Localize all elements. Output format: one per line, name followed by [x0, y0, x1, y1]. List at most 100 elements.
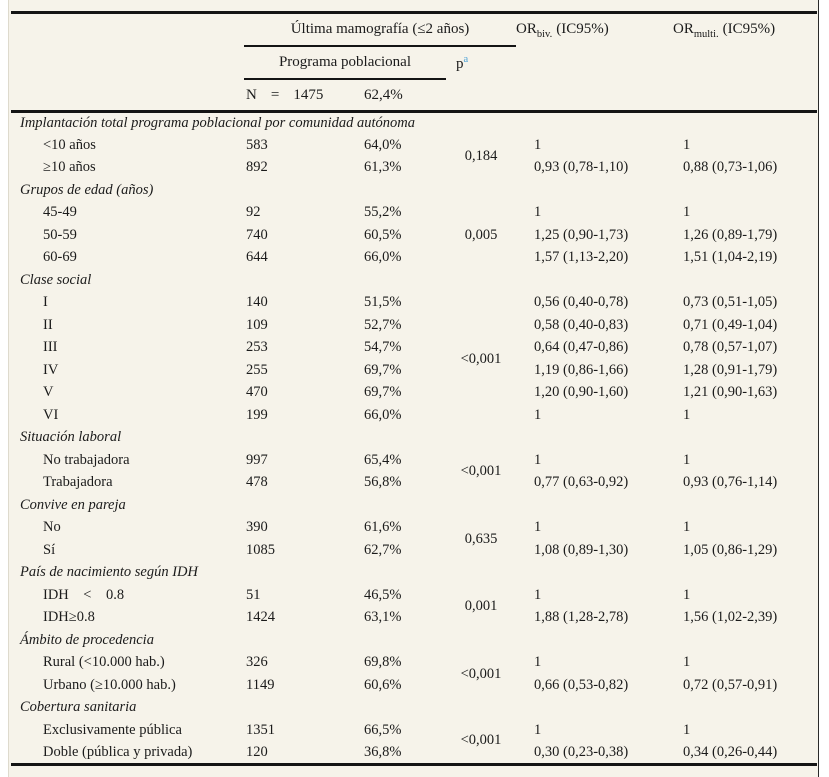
pct-cell: 61,3%: [364, 159, 402, 176]
or-biv-cell: 1: [534, 519, 542, 536]
or-biv-cell: 0,66 (0,53-0,82): [534, 676, 629, 693]
or-multi-cell: 1,26 (0,89-1,79): [683, 226, 778, 243]
pct-cell: 54,7%: [364, 339, 402, 356]
table-row: Exclusivamente pública 1351 66,5% <0,001 1 1: [11, 719, 817, 749]
n-cell: 326: [246, 654, 268, 671]
n-cell: 1085: [246, 541, 275, 558]
row-label: IDH < 0.8: [43, 586, 125, 603]
table-row: IDH≥0.8 1424 63,1% 1,88 (1,28-2,78) 1,56 (1,…: [11, 607, 817, 630]
pct-cell: 66,5%: [364, 721, 402, 738]
header-row-totals: N = 1475 62,4%: [11, 79, 817, 113]
or-biv-subscript: biv.: [536, 28, 553, 40]
footnote-marker-a: a: [463, 53, 469, 65]
group-header: Grupos de edad (años): [20, 181, 154, 198]
or-multi-subscript: multi.: [693, 28, 719, 40]
table-row: Trabajadora 478 56,8% 0,77 (0,63-0,92) 0,93 …: [11, 472, 817, 495]
column-header-p: pa: [446, 46, 516, 79]
n-cell: 140: [246, 294, 268, 311]
n-cell: 92: [246, 204, 261, 221]
or-biv-cell: 1: [534, 654, 542, 671]
n-cell: 470: [246, 384, 268, 401]
group-header: Convive en pareja: [20, 496, 126, 513]
table-row: Rural (<10.000 hab.) 326 69,8% <0,001 1 1: [11, 652, 817, 681]
table-row: Sí 1085 62,7% 1,08 (0,89-1,30) 1,05 (0,86-1,…: [11, 539, 817, 562]
pct-cell: 55,2%: [364, 204, 402, 221]
table-row: IV 255 69,7% 1,19 (0,86-1,66) 1,28 (0,91-1,7…: [11, 359, 817, 382]
row-label: Exclusivamente pública: [43, 721, 182, 738]
n-cell: 51: [246, 586, 261, 603]
n-cell: 644: [246, 249, 268, 266]
pct-cell: 61,6%: [364, 519, 402, 536]
or-biv-cell: 0,56 (0,40-0,78): [534, 294, 629, 311]
pct-cell: 51,5%: [364, 294, 402, 311]
row-label: ≥10 años: [43, 159, 96, 176]
p-value-cell: 0,001: [464, 598, 498, 614]
n-cell: 255: [246, 361, 268, 378]
column-header-or-biv: ORbiv. (IC95%): [516, 13, 673, 47]
table-row: <10 años 583 64,0% 0,184 1 1: [11, 134, 817, 164]
header-spacer: [516, 79, 673, 113]
or-biv-cell: 1,57 (1,13-2,20): [534, 249, 629, 266]
table-header: Última mamografía (≤2 años) ORbiv. (IC95%…: [11, 12, 817, 113]
n-cell: 120: [246, 743, 268, 760]
group-row: Implantación total programa poblacional …: [11, 112, 817, 135]
or-biv-ci-label: (IC95%): [556, 20, 609, 37]
or-biv-cell: 0,58 (0,40-0,83): [534, 316, 629, 333]
or-multi-cell: 1,28 (0,91-1,79): [683, 361, 778, 378]
pct-cell: 69,8%: [364, 654, 402, 671]
n-cell: 583: [246, 136, 268, 153]
total-n-value: 1475: [293, 86, 324, 103]
table-row: VI 199 66,0% 1 1: [11, 404, 817, 427]
header-label-spacer: [11, 79, 244, 113]
pct-cell: 46,5%: [364, 586, 402, 603]
pct-cell: 63,1%: [364, 609, 402, 626]
row-label: IV: [43, 361, 59, 378]
group-row: Clase social: [11, 269, 817, 292]
or-multi-cell: 1: [683, 519, 691, 536]
n-cell: 997: [246, 451, 268, 468]
or-biv-cell: 1,88 (1,28-2,78): [534, 609, 629, 626]
p-value-cell: <0,001: [460, 350, 502, 367]
header-row-spanner: Última mamografía (≤2 años) ORbiv. (IC95%…: [11, 12, 817, 47]
pct-cell: 66,0%: [364, 406, 402, 423]
or-biv-label: OR: [516, 20, 537, 37]
or-multi-cell: 0,88 (0,73-1,06): [683, 159, 778, 176]
or-multi-cell: 1,56 (1,02-2,39): [683, 609, 778, 626]
or-multi-cell: 1: [683, 451, 691, 468]
n-cell: 740: [246, 226, 268, 243]
group-header: Cobertura sanitaria: [20, 699, 137, 716]
n-cell: 199: [246, 406, 268, 423]
column-group-programa-poblacional: Programa poblacional: [244, 46, 446, 80]
table-row: V 470 69,7% 1,20 (0,90-1,60) 1,21 (0,90-1,63…: [11, 382, 817, 405]
group-row: Convive en pareja: [11, 494, 817, 517]
or-multi-cell: 1,51 (1,04-2,19): [683, 249, 778, 266]
or-multi-cell: 0,34 (0,26-0,44): [683, 743, 778, 760]
results-table: Última mamografía (≤2 años) ORbiv. (IC95%…: [11, 11, 817, 766]
p-value-cell: <0,001: [460, 732, 502, 749]
or-biv-cell: 1,08 (0,89-1,30): [534, 541, 629, 558]
pct-cell: 56,8%: [364, 474, 402, 491]
n-cell: 478: [246, 474, 268, 491]
or-multi-cell: 1,05 (0,86-1,29): [683, 541, 778, 558]
row-label: VI: [43, 406, 59, 423]
or-biv-cell: 1: [534, 451, 542, 468]
or-multi-cell: 0,71 (0,49-1,04): [683, 316, 778, 333]
or-biv-cell: 1,25 (0,90-1,73): [534, 226, 629, 243]
row-label: Urbano (≥10.000 hab.): [43, 676, 176, 693]
row-label: V: [43, 384, 54, 401]
n-cell: 1424: [246, 609, 275, 626]
column-header-or-multi: ORmulti. (IC95%): [673, 13, 817, 47]
table-row: IDH < 0.8 51 46,5% 0,001 1 1: [11, 584, 817, 614]
table-row: No trabajadora 997 65,4% <0,001 1 1: [11, 449, 817, 479]
group-row: Situación laboral: [11, 427, 817, 450]
n-cell: 109: [246, 316, 268, 333]
or-multi-cell: 1: [683, 406, 691, 423]
pct-cell: 62,7%: [364, 541, 402, 558]
header-label-spacer: [11, 46, 244, 79]
table-row: I 140 51,5% <0,001 0,56 (0,40-0,78) 0,73 (0,5…: [11, 292, 817, 366]
group-header: Implantación total programa poblacional …: [20, 115, 415, 131]
p-value-cell: <0,001: [460, 665, 502, 682]
n-cell: 892: [246, 159, 268, 176]
group-header: País de nacimiento según IDH: [20, 564, 198, 581]
table-row: II 109 52,7% 0,58 (0,40-0,83) 0,71 (0,49-1,0…: [11, 314, 817, 337]
